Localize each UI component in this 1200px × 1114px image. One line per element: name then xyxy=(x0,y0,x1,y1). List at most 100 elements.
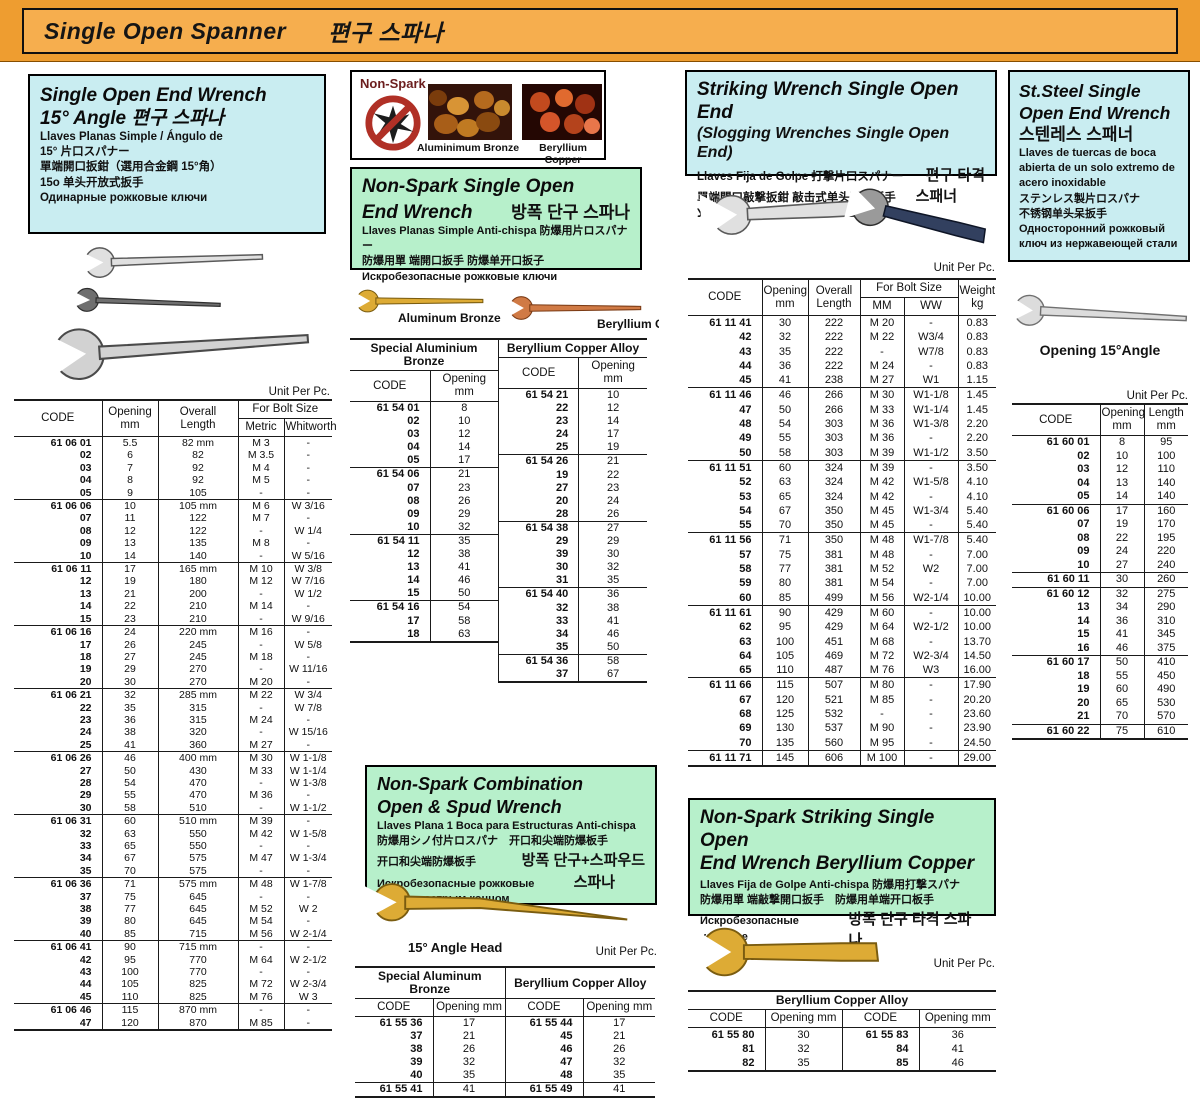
cell-l: 222 xyxy=(807,344,860,359)
table-row: 61 54 06 21 xyxy=(350,467,499,482)
table-row: 22 35 315- W 7/8 xyxy=(14,701,333,714)
box-line: abierta de un solo extremo de xyxy=(1019,162,1175,175)
cell-c: 07 xyxy=(79,512,92,525)
cell-o: 80 xyxy=(101,915,158,928)
cell-o: 38 xyxy=(578,601,647,615)
table-row: 29 55 470 M 36- xyxy=(14,789,333,802)
cell-o: 70 xyxy=(101,864,158,878)
cell-w: - xyxy=(283,840,333,853)
material-header-left: Special Aluminum Bronze xyxy=(355,967,505,999)
beryllium-copper-wrench-label: Beryllium Coppe xyxy=(597,317,659,331)
table-row: 16 46 375 xyxy=(1012,641,1188,656)
cell-m: M 45 xyxy=(859,503,904,519)
cell-m: M 60 xyxy=(859,604,904,621)
table-row: 61 06 01 5.5 82 mm M 3- xyxy=(14,436,333,450)
cell-o: 50 xyxy=(101,764,158,777)
cell-k: 3.50 xyxy=(957,459,997,476)
cell-l: 82 mm xyxy=(157,436,238,450)
cell-m: - xyxy=(237,940,284,954)
cell-k: 5.40 xyxy=(957,503,997,519)
table-row: 40 35 48 35 xyxy=(355,1069,655,1083)
cell-o: 67 xyxy=(101,852,158,865)
cell-c: 47 xyxy=(79,1016,92,1029)
cell-w: W 5/16 xyxy=(283,549,333,563)
cell-c: 63 xyxy=(739,635,752,648)
cell-c: 39 xyxy=(79,915,92,928)
box-title-line2: Open End Wrench xyxy=(1019,103,1171,123)
cell-o1: 35 xyxy=(764,1056,842,1071)
col-header-code: CODE xyxy=(1012,404,1100,436)
col-header-bolt-size: For Bolt Size xyxy=(237,400,333,419)
cell-m: M 90 xyxy=(859,721,904,736)
cell-m: M 14 xyxy=(237,600,284,613)
table-row: 61 11 51 60 324 M 39-3.50 xyxy=(688,459,997,476)
cell-m: - xyxy=(237,890,284,904)
box-korean-line1: 방폭 단구+스파우드 xyxy=(521,852,645,870)
cell-o: 26 xyxy=(101,638,158,651)
cell-c: 34 xyxy=(556,627,569,640)
cell-l: 575 xyxy=(157,864,238,878)
cell-l: 537 xyxy=(807,721,860,736)
col-header-ww: WW xyxy=(903,297,959,316)
stainless-steel-wrench-info-box: St.Steel Single Open End Wrench 스텐레스 스패너… xyxy=(1008,70,1190,262)
cell-l: 521 xyxy=(807,692,860,708)
cell-l: 345 xyxy=(1143,628,1188,642)
cell-w: W7/8 xyxy=(903,344,959,359)
cell-m: M 48 xyxy=(859,532,904,548)
striking-wrench-info-box: Striking Wrench Single Open End (Sloggin… xyxy=(685,70,997,220)
table-row: 42 32 222 M 22 W3/4 0.83 xyxy=(688,330,997,345)
cell-l: 825 xyxy=(157,978,238,991)
cell-o: 35 xyxy=(578,574,647,588)
cell-w: - xyxy=(283,486,333,500)
table-row: 08 26 xyxy=(350,494,499,508)
box-line: Llaves Plana 1 Boca para Estructuras Ant… xyxy=(377,820,636,832)
cell-k: 14.50 xyxy=(957,648,997,664)
cell-c: 27 xyxy=(79,764,92,777)
col-header-whitworth: Whitworth xyxy=(283,418,337,437)
cell-m: - xyxy=(859,344,904,359)
cell-l: 122 xyxy=(157,524,238,538)
cell-c: 18 xyxy=(1077,669,1090,682)
cell-l: 570 xyxy=(1143,710,1188,724)
table-row: 47 50 266 M 33 W1-1/4 1.45 xyxy=(688,402,997,418)
cell-o: 71 xyxy=(101,877,158,891)
table-row: 14 22 210 M 14- xyxy=(14,600,333,613)
cell-m: M 56 xyxy=(237,927,284,941)
page-title-box: Single Open Spanner 편구 스파나 xyxy=(22,8,1178,54)
cell-w: - xyxy=(283,461,333,475)
table-row: 02 10 xyxy=(350,415,499,429)
cell-o: 41 xyxy=(101,738,158,752)
cell-m: - xyxy=(237,840,284,853)
cell-m: M 36 xyxy=(859,431,904,446)
aluminum-bronze-wrench-image xyxy=(352,289,484,313)
cell-c: 61 60 11 xyxy=(1012,572,1100,587)
table-row: 61 60 12 32 275 xyxy=(1012,586,1188,601)
cell-l: 222 xyxy=(807,358,860,374)
cell-c: 61 06 46 xyxy=(14,1003,102,1017)
cell-c: 13 xyxy=(79,587,92,600)
cell-w: W 1-7/8 xyxy=(283,877,333,891)
box-line: Односторонний рожковый xyxy=(1019,223,1165,236)
cell-o: 58 xyxy=(101,801,158,815)
cell-c: 22 xyxy=(556,402,569,415)
cell-k: 24.50 xyxy=(957,735,997,751)
cell-o2: 46 xyxy=(918,1056,996,1071)
cell-l: 303 xyxy=(807,417,860,432)
cell-c: 09 xyxy=(1077,545,1090,557)
cell-l: 530 xyxy=(1143,696,1188,710)
cell-l: 450 xyxy=(1143,669,1188,683)
cell-o: 67 xyxy=(761,503,808,519)
cell-w: - xyxy=(283,966,333,979)
cell-c: 37 xyxy=(556,667,569,680)
cell-o: 32 xyxy=(429,520,499,535)
cell-w: - xyxy=(283,1016,333,1031)
cell-o: 19 xyxy=(578,441,647,455)
cell-l: 400 mm xyxy=(157,751,238,765)
cell-m: M 76 xyxy=(859,663,904,678)
cell-o: 27 xyxy=(578,520,647,536)
non-spark-wrench-size-table: Special Aluminium Bronze CODE Opening mm… xyxy=(350,338,647,684)
cell-c: 34 xyxy=(79,852,92,865)
cell-o: 6 xyxy=(101,449,158,462)
cell-c: 61 60 12 xyxy=(1012,586,1100,601)
cell-c: 21 xyxy=(1077,710,1090,722)
